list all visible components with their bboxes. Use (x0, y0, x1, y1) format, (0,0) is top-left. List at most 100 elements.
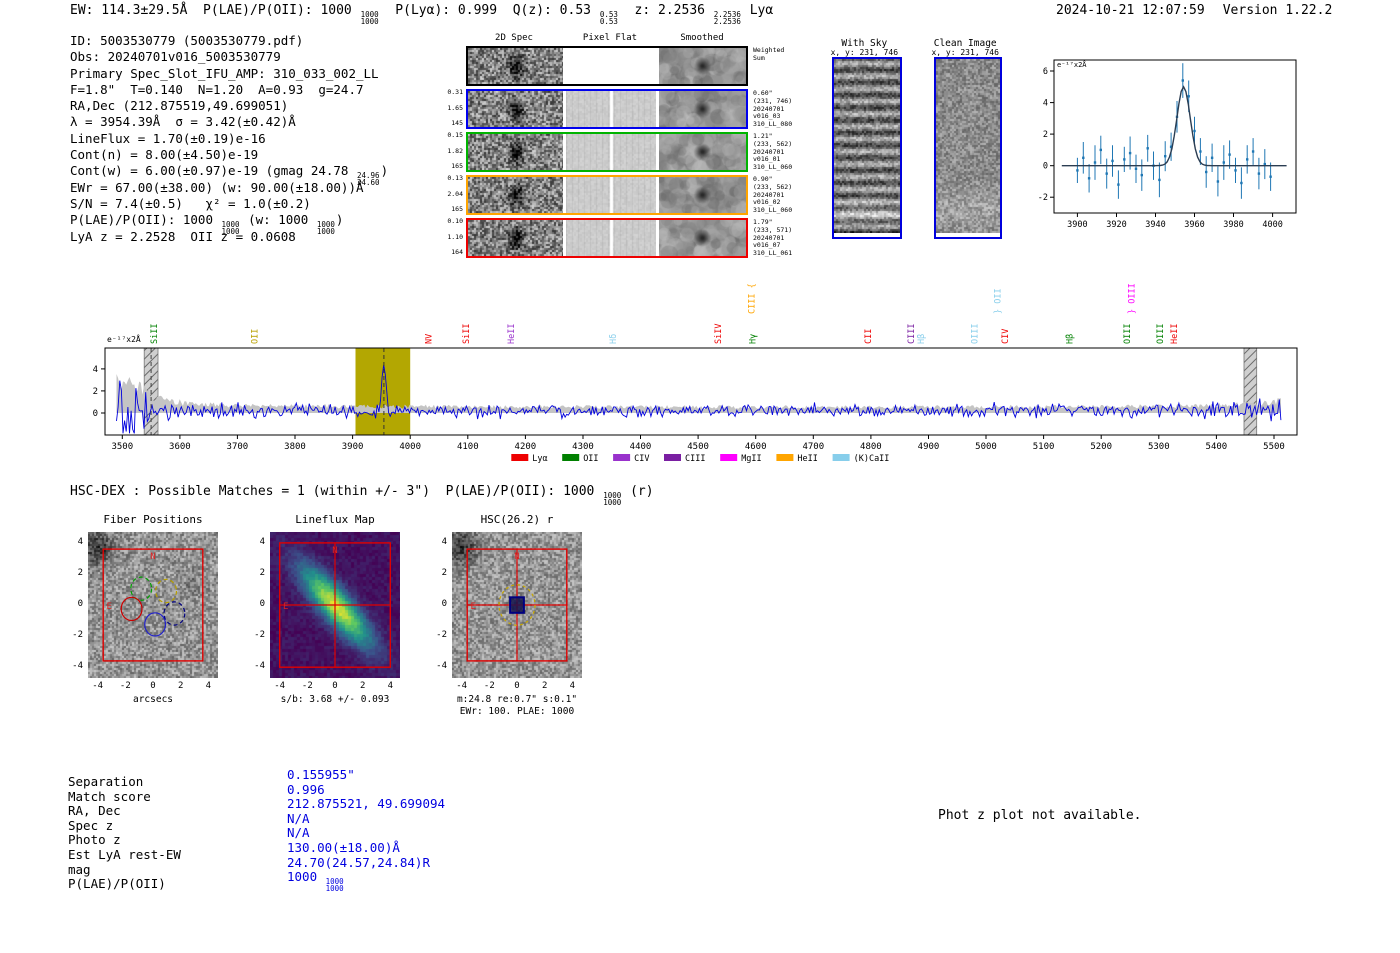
spec2d-left-value: 165 (451, 162, 463, 170)
match-table-value-1-text: 0.996 (287, 781, 325, 797)
photz-note: Phot z plot not available. (938, 808, 1142, 823)
spec2d-image (468, 48, 563, 84)
spec2d-image (566, 48, 656, 84)
svg-text:HeII: HeII (1170, 324, 1180, 344)
spec2d-row (466, 218, 748, 258)
info-line-11-text: (w: 1000 (240, 212, 316, 228)
info-line-7-text: Cont(n) = 8.00(±4.50)e-19 (70, 147, 259, 163)
spec2d-right-value: 1.79" (753, 218, 773, 226)
svg-text:2: 2 (93, 387, 98, 397)
svg-text:3940: 3940 (1145, 220, 1165, 230)
svg-text:HeII: HeII (507, 324, 517, 344)
header-summary: EW: 114.3±29.5Å P(LAE)/P(OII): 1000 1000… (70, 3, 773, 25)
match-table-value-0-text: 0.155955" (287, 767, 355, 782)
svg-text:5100: 5100 (1033, 442, 1055, 452)
info-line-8-range-hi: 24.96 (356, 171, 380, 181)
svg-text:0: 0 (93, 409, 98, 419)
match-table-label: P(LAE)/P(OII) (68, 876, 166, 892)
info-line-9-text: EWr = 67.00(±38.00) (w: 90.00(±18.00))Å (70, 179, 364, 195)
info-line: F=1.8" T=0.140 N=1.20 A=0.93 g=24.7 (70, 82, 388, 98)
header-summary-range-lo: 2.2536 (713, 17, 741, 26)
svg-text:6: 6 (1043, 67, 1048, 77)
header-summary-text: Lyα (741, 3, 774, 18)
info-line-8-text: ) (380, 163, 389, 179)
cutout-caption: s/b: 3.68 +/- 0.093 (280, 694, 390, 705)
info-line-5-text: λ = 3954.39Å σ = 3.42(±0.42)Å (70, 114, 296, 130)
axis-tick-label: 2 (177, 681, 184, 691)
cutout-title: HSC(26.2) r (480, 513, 554, 526)
axis-tick-label: 4 (569, 681, 576, 691)
info-line-11-text: ) (335, 212, 344, 228)
with-sky-image (834, 59, 900, 233)
svg-text:4700: 4700 (802, 442, 824, 452)
spec2d-row (466, 132, 748, 172)
spec2d-image (659, 91, 746, 127)
match-table-value-3-text: N/A (287, 810, 310, 826)
svg-text:3800: 3800 (284, 442, 306, 452)
svg-text:E: E (283, 602, 288, 612)
info-line: EWr = 67.00(±38.00) (w: 90.00(±18.00))Å (70, 180, 388, 196)
spec2d-right-value: v016_03 (753, 112, 781, 121)
fiber-positions-panel: Fiber Positions N E -4 -4 -2 -2 0 0 2 2 4 4 arcsecs (60, 513, 260, 744)
svg-text:CII: CII (864, 329, 874, 344)
svg-text:3980: 3980 (1223, 220, 1243, 230)
svg-text:4600: 4600 (745, 442, 767, 452)
axis-tick-label: 4 (259, 536, 265, 547)
svg-text:Hβ: Hβ (1065, 334, 1075, 344)
info-line: RA,Dec (212.875519,49.699051) (70, 98, 388, 114)
svg-text:4100: 4100 (457, 442, 479, 452)
spec2d-right-value: v016_01 (753, 155, 781, 164)
match-table-value-7-text: 1000 (287, 869, 325, 885)
match-table-label: Spec z (68, 817, 114, 833)
svg-text:E: E (470, 602, 475, 612)
spec2d-col-title: Smoothed (680, 33, 724, 43)
match-table-value: 212.875521, 49.699094 (287, 796, 445, 811)
axis-tick-label: 0 (332, 681, 338, 691)
axis-tick-label: -2 (436, 630, 447, 641)
match-table-label: mag (68, 861, 91, 877)
svg-text:4800: 4800 (860, 442, 882, 452)
svg-text:} OII: } OII (993, 288, 1003, 314)
spec2d-row-right-labels: 1.79" (233, 571) 20240701 v016_07 310_LL_061 (753, 218, 811, 258)
lineflux-map-panel: Lineflux Map N E -4 -4 -2 -2 0 0 2 2 4 4 s/b: 3.68 +/… (242, 513, 442, 744)
spec2d-left-value: 0.31 (447, 88, 463, 96)
spec2d-left-value: 145 (451, 119, 463, 127)
svg-text:4900: 4900 (918, 442, 940, 452)
spec2d-right-value: Weighted (753, 46, 785, 54)
axis-tick-label: 0 (150, 681, 156, 691)
axis-tick-label: -4 (72, 661, 83, 672)
header-meta: 2024-10-21 12:07:59 Version 1.22.2 (1056, 3, 1332, 18)
hsc-match-header-text: (r) (622, 484, 654, 499)
spec2d-image (659, 48, 746, 84)
spec2d-right-value: 310_LL_080 (753, 120, 793, 129)
clean-image-panel: Clean Image x, y: 231, 746 (931, 38, 1002, 239)
svg-text:5400: 5400 (1206, 442, 1228, 452)
svg-text:e⁻¹⁷x2Å: e⁻¹⁷x2Å (107, 333, 141, 344)
svg-text:3960: 3960 (1184, 220, 1204, 230)
info-line-11-range-hi: 1000 (221, 220, 240, 230)
fibers-image (88, 532, 218, 678)
info-line-12-text: LyA z = 2.2528 OII z = 0.0608 (70, 228, 296, 244)
spec2d-image (468, 177, 563, 213)
axis-tick-label: 0 (441, 599, 447, 609)
axis-tick-label: 2 (541, 681, 548, 691)
match-table-value: N/A (287, 811, 310, 826)
svg-text:3700: 3700 (227, 442, 249, 452)
header-summary-text: z: 2.2536 (618, 3, 713, 18)
svg-text:SiII: SiII (462, 324, 472, 344)
info-line-11-range: 1000 1000 (316, 221, 335, 237)
header-summary-range-hi: 1000 (360, 10, 379, 19)
info-line-1-text: Obs: 20240701v016_5003530779 (70, 49, 281, 65)
spec2d-left-value: 2.04 (447, 189, 463, 198)
match-table-value: 1000 1000 1000 (287, 869, 345, 892)
info-line-11-range-lo: 1000 (316, 227, 335, 237)
info-line: LineFlux = 1.70(±0.19)e-16 (70, 131, 388, 147)
axis-tick-label: 4 (441, 536, 447, 547)
hsc-match-header-range-lo: 1000 (603, 498, 622, 507)
svg-text:Hδ: Hδ (609, 334, 619, 344)
svg-text:0: 0 (1043, 162, 1048, 172)
spec2d-left-value: 164 (451, 248, 463, 256)
hsc-image-panel: HSC(26.2) r N E -4 -4 -2 -2 0 0 2 2 4 4 m:24.8 re:0.7… (424, 513, 624, 744)
